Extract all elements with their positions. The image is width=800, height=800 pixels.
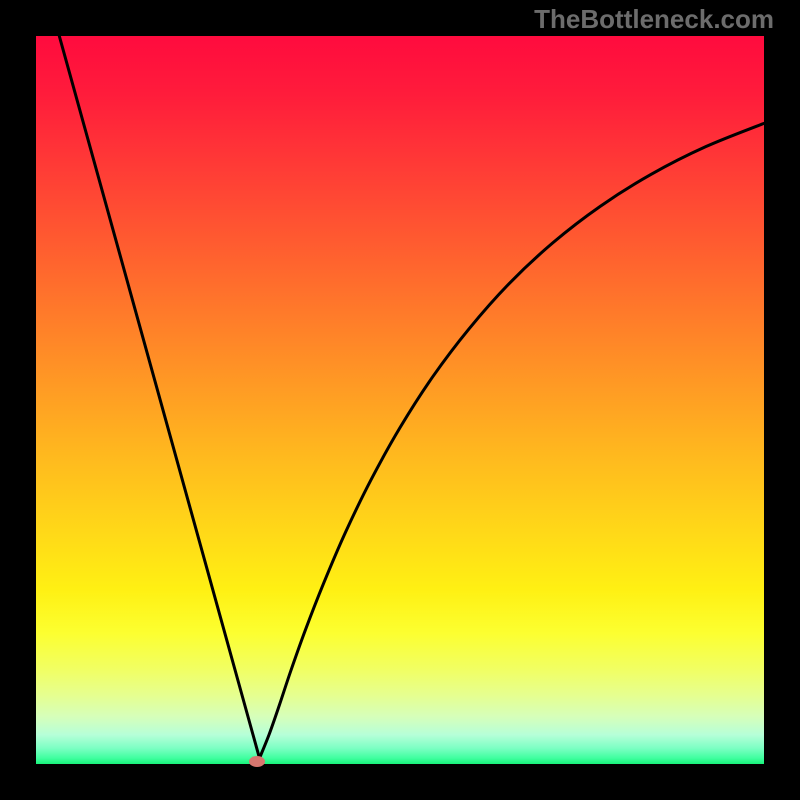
curve-right-branch bbox=[260, 123, 765, 758]
minimum-marker bbox=[249, 756, 265, 767]
bottleneck-curve bbox=[0, 0, 800, 800]
curve-left-branch bbox=[59, 36, 259, 758]
watermark-text: TheBottleneck.com bbox=[534, 4, 774, 35]
